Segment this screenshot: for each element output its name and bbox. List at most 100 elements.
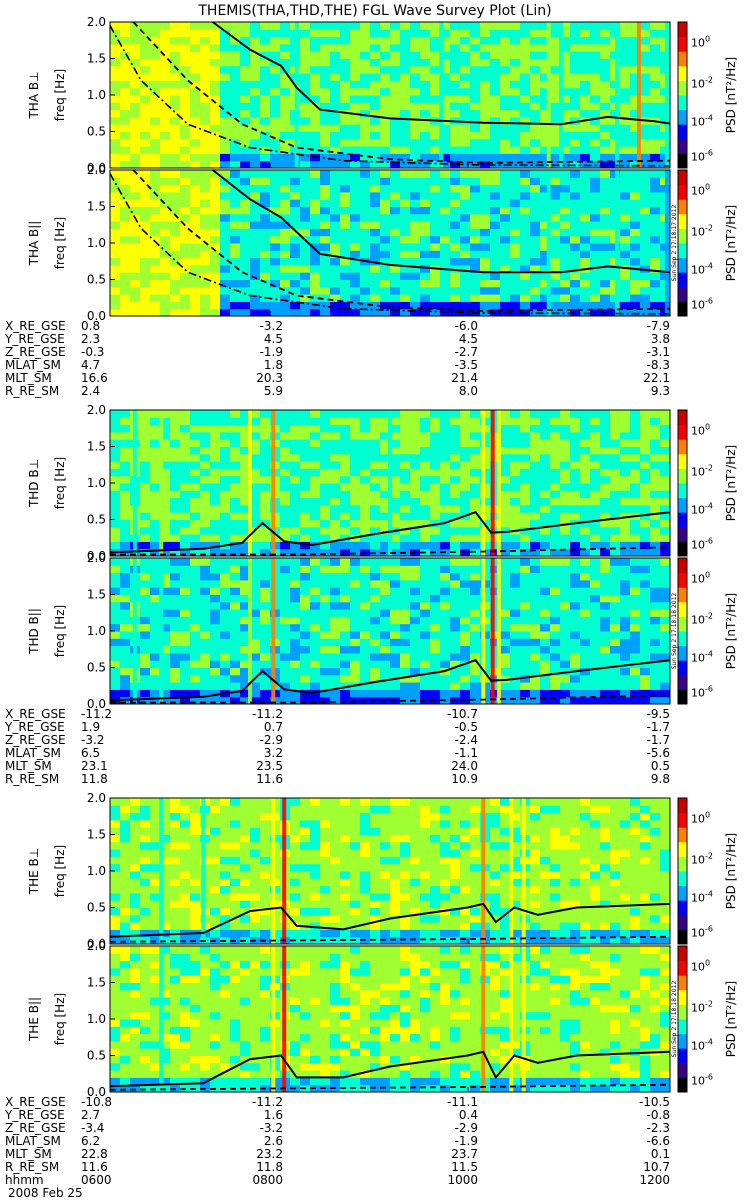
y-tick-label: 0.0 <box>87 1085 106 1099</box>
orbit-value: 6.5 <box>81 746 100 760</box>
colorbar-tha-bpar: 100 10-2 10-4 10-6 PSD [nT²/Hz] <box>677 169 738 317</box>
orbit-value: 2.4 <box>81 384 100 398</box>
date-label: 2008 Feb 25 <box>8 1186 83 1200</box>
orbit-value: -5.6 <box>647 746 670 760</box>
orbit-value: 4.5 <box>459 332 478 346</box>
spectral-band <box>271 410 276 556</box>
y-tick-label: 0.0 <box>87 697 106 711</box>
orbit-row-label: X_RE_GSE <box>5 707 66 721</box>
orbit-row-label: X_RE_GSE <box>5 1095 66 1109</box>
y-tick-label: 0.5 <box>87 273 106 287</box>
y-tick-label: 2.0 <box>87 15 106 29</box>
spectral-band <box>546 22 551 168</box>
colorbar-tick-label: 100 <box>691 570 710 585</box>
colorbar-label: PSD [nT²/Hz] <box>724 205 738 281</box>
orbit-value: 3.8 <box>651 332 670 346</box>
orbit-value: 11.6 <box>81 1160 108 1174</box>
colorbar-tick-label: 10-2 <box>691 223 713 238</box>
orbit-value: -1.9 <box>455 1134 478 1148</box>
colorbar-tick-label: 10-6 <box>691 296 713 311</box>
panel-label: THE B⊥ <box>27 848 41 895</box>
orbit-value: 2.3 <box>81 332 100 346</box>
spectral-band <box>521 946 526 1092</box>
orbit-value: -2.9 <box>260 733 283 747</box>
spectral-band <box>159 558 164 704</box>
y-tick-label: 1.0 <box>87 236 106 250</box>
orbit-value: -0.8 <box>647 1108 670 1122</box>
colorbar-tick-label: 10-2 <box>691 75 713 90</box>
spectral-band <box>388 410 392 556</box>
curve-dashed <box>109 935 671 943</box>
orbit-value: 0.7 <box>264 720 283 734</box>
plot-title: THEMIS(THA,THD,THE) FGL Wave Survey Plot… <box>197 3 551 19</box>
spectral-band <box>509 798 514 944</box>
orbit-row-label: R_RE_SM <box>5 772 59 786</box>
spectral-band <box>132 558 137 704</box>
colorbar-label: PSD [nT²/Hz] <box>724 57 738 133</box>
spectral-band <box>546 170 551 316</box>
colorbar-tick-label: 10-6 <box>691 148 713 163</box>
colorbar-tick-label: 100 <box>691 182 710 197</box>
orbit-value: 23.7 <box>451 1147 478 1161</box>
y-tick-label: 1.0 <box>87 88 106 102</box>
orbit-row-label: MLAT_SM <box>5 1134 61 1148</box>
orbit-value: -2.4 <box>455 733 478 747</box>
y-tick-label: 0.0 <box>87 549 106 563</box>
orbit-value: -1.1 <box>455 746 478 760</box>
orbit-value: 10.7 <box>643 1160 670 1174</box>
y-tick-label: 0.5 <box>87 1049 106 1063</box>
colorbar-tick-label: 100 <box>691 958 710 973</box>
orbit-row-label: Y_RE_GSE <box>4 1108 65 1122</box>
colorbar-tick-label: 10-2 <box>691 851 713 866</box>
orbit-value: -10.5 <box>639 1095 670 1109</box>
colorbar-the-bperp: 100 10-2 10-4 10-6 PSD [nT²/Hz] <box>677 797 738 945</box>
orbit-value: -3.5 <box>455 358 478 372</box>
y-tick-label: 1.5 <box>87 976 106 990</box>
spectral-band <box>282 946 287 1092</box>
orbit-value: -1.9 <box>260 345 283 359</box>
colorbar-tick-label: 10-4 <box>691 1037 713 1052</box>
orbit-value: 6.2 <box>81 1134 100 1148</box>
colorbar-tick-label: 10-4 <box>691 113 713 128</box>
y-tick-label: 1.0 <box>87 864 106 878</box>
freq-axis-label: freq [Hz] <box>53 993 67 1045</box>
colorbar-tick-label: 10-6 <box>691 684 713 699</box>
spectral-band <box>159 798 164 944</box>
colorbar-tick-label: 100 <box>691 34 710 49</box>
colorbar-tick-label: 10-4 <box>691 889 713 904</box>
spectrogram-the-bpar: 0.0 0.5 1.0 1.5 2.0 THE B|| freq [Hz] <box>27 939 671 1099</box>
freq-axis-label: freq [Hz] <box>53 69 67 121</box>
colorbar-tick-label: 10-2 <box>691 463 713 478</box>
timestamp: Sun Sep 2 17:18:18 2012 <box>671 981 678 1058</box>
orbit-row-label: MLAT_SM <box>5 746 61 760</box>
y-tick-label: 2.0 <box>87 403 106 417</box>
panel-label: THD B|| <box>27 608 41 655</box>
y-tick-label: 1.0 <box>87 476 106 490</box>
y-tick-label: 0.0 <box>87 161 106 175</box>
freq-axis-label: freq [Hz] <box>53 845 67 897</box>
orbit-value: -6.6 <box>647 1134 670 1148</box>
orbit-value: 1200 <box>639 1173 670 1187</box>
orbit-row-label: MLT_SM <box>5 759 52 773</box>
orbit-value: 10.9 <box>451 772 478 786</box>
orbit-value: -11.2 <box>252 1095 283 1109</box>
orbit-row-label: Y_RE_GSE <box>4 720 65 734</box>
orbit-value: 11.8 <box>256 1160 283 1174</box>
colorbar-label: PSD [nT²/Hz] <box>724 593 738 669</box>
orbit-value: 4.5 <box>264 332 283 346</box>
spectrogram-tha-bpar: 0.0 0.5 1.0 1.5 2.0 THA B|| freq [Hz] <box>27 163 671 323</box>
orbit-value: 0600 <box>81 1173 112 1187</box>
orbit-value: 20.3 <box>256 371 283 385</box>
orbit-value: -8.3 <box>647 358 670 372</box>
orbit-value: -11.1 <box>447 1095 478 1109</box>
orbit-value: 11.6 <box>256 772 283 786</box>
orbit-value: 0.5 <box>651 759 670 773</box>
orbit-value: 1000 <box>447 1173 478 1187</box>
freq-axis-label: freq [Hz] <box>53 457 67 509</box>
panel-label: THD B⊥ <box>27 459 41 508</box>
orbit-row-label: Z_RE_GSE <box>5 733 66 747</box>
spectral-band <box>664 170 669 316</box>
spectral-band <box>132 410 137 556</box>
orbit-row-label: R_RE_SM <box>5 1160 59 1174</box>
curve-solid <box>109 511 671 554</box>
